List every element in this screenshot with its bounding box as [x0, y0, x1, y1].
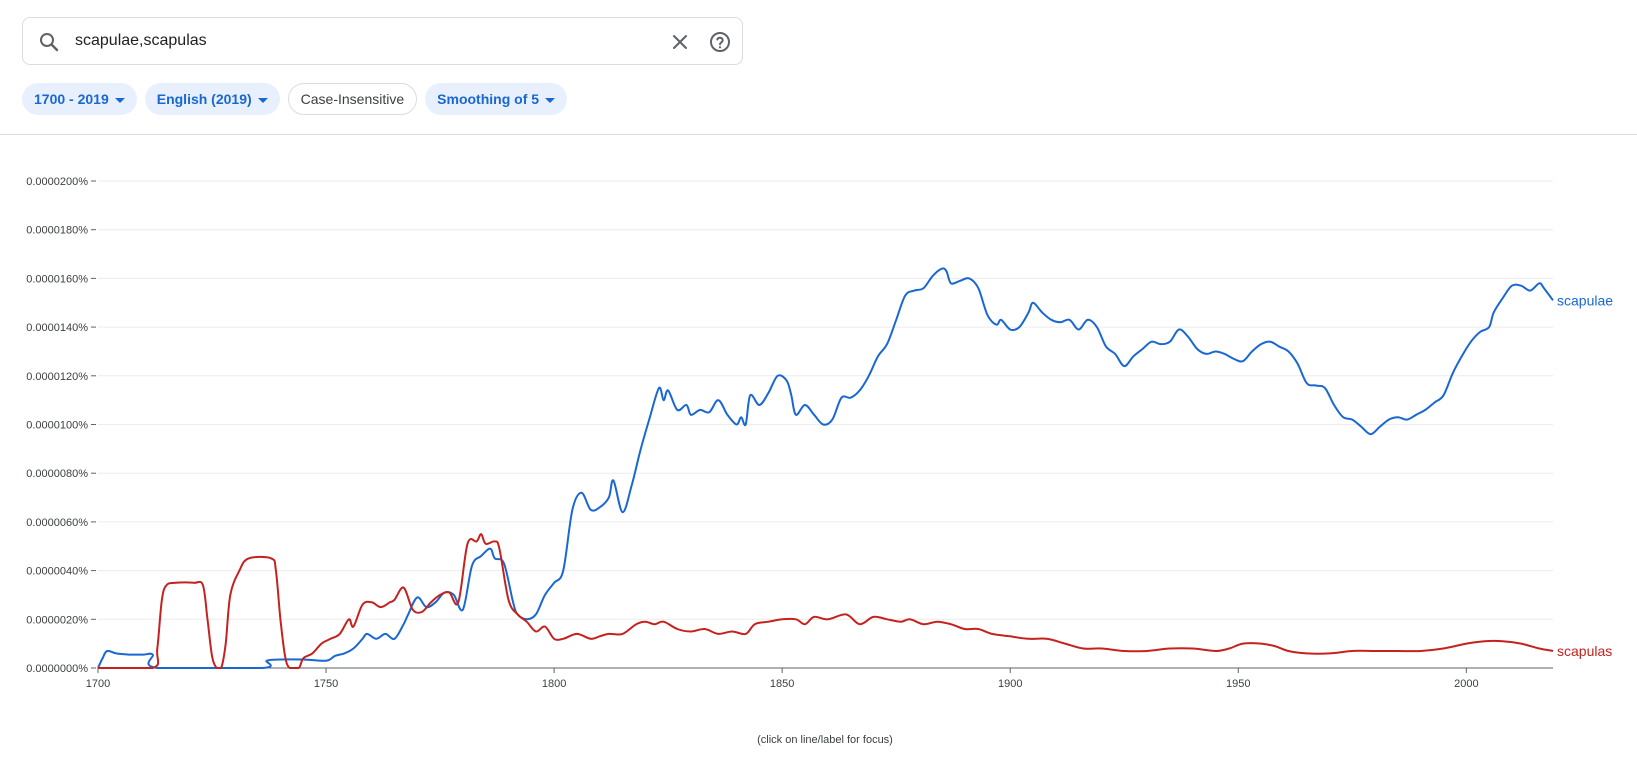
y-tick-label: 0.0000160%	[26, 273, 88, 285]
series-lines[interactable]: scapulae scapulas	[97, 267, 1613, 669]
y-tick-label: 0.0000180%	[26, 225, 88, 237]
y-tick-label: 0.0000100%	[26, 420, 88, 432]
series-label-scapulas[interactable]: scapulas	[1557, 643, 1612, 659]
series-label-scapulae[interactable]: scapulae	[1557, 292, 1613, 308]
y-tick-label: 0.0000080%	[26, 468, 88, 480]
y-tick-label: 0.0000120%	[26, 371, 88, 383]
x-tick-label: 1800	[542, 678, 566, 690]
x-tick-label: 1900	[998, 678, 1022, 690]
x-tick-label: 1850	[770, 678, 794, 690]
smoothing-filter[interactable]: Smoothing of 5	[425, 83, 568, 115]
y-tick-label: 0.0000040%	[26, 566, 88, 578]
caret-down-icon	[114, 97, 125, 103]
series-line-scapulae[interactable]	[97, 267, 1554, 669]
filter-bar: 1700 - 2019 English (2019) Case-Insensit…	[22, 83, 568, 115]
y-tick-label: 0.0000200%	[26, 176, 88, 188]
series-line-scapulas[interactable]	[98, 533, 1554, 669]
corpus-filter[interactable]: English (2019)	[144, 83, 280, 115]
x-tick-label: 1950	[1226, 678, 1250, 690]
search-box[interactable]	[22, 17, 743, 65]
filter-label: 1700 - 2019	[34, 91, 109, 107]
x-tick-label: 2000	[1454, 678, 1478, 690]
x-tick-label: 1750	[314, 678, 338, 690]
year-range-filter[interactable]: 1700 - 2019	[22, 83, 137, 115]
chart-footnote: (click on line/label for focus)	[757, 734, 893, 746]
y-tick-label: 0.0000000%	[26, 663, 88, 675]
caret-down-icon	[257, 97, 268, 103]
filter-label: English (2019)	[156, 91, 252, 107]
y-tick-label: 0.0000020%	[26, 614, 88, 626]
header-divider	[0, 134, 1637, 135]
case-insensitive-toggle[interactable]: Case-Insensitive	[287, 83, 418, 115]
y-tick-label: 0.0000140%	[26, 322, 88, 334]
help-circle-icon[interactable]	[708, 30, 732, 54]
filter-label: Smoothing of 5	[437, 91, 540, 107]
x-tick-label: 1700	[86, 678, 110, 690]
search-input[interactable]	[75, 18, 635, 64]
y-tick-label: 0.0000060%	[26, 517, 88, 529]
caret-down-icon	[545, 97, 556, 103]
gridlines	[98, 180, 1553, 620]
axes: 0.0000000% 0.0000020% 0.0000040% 0.0000060%…	[26, 176, 1553, 690]
filter-label: Case-Insensitive	[300, 91, 405, 107]
ngram-chart: 0.0000000% 0.0000020% 0.0000040% 0.0000060%…	[26, 176, 1613, 746]
close-icon[interactable]	[668, 30, 692, 54]
search-icon	[40, 33, 59, 52]
